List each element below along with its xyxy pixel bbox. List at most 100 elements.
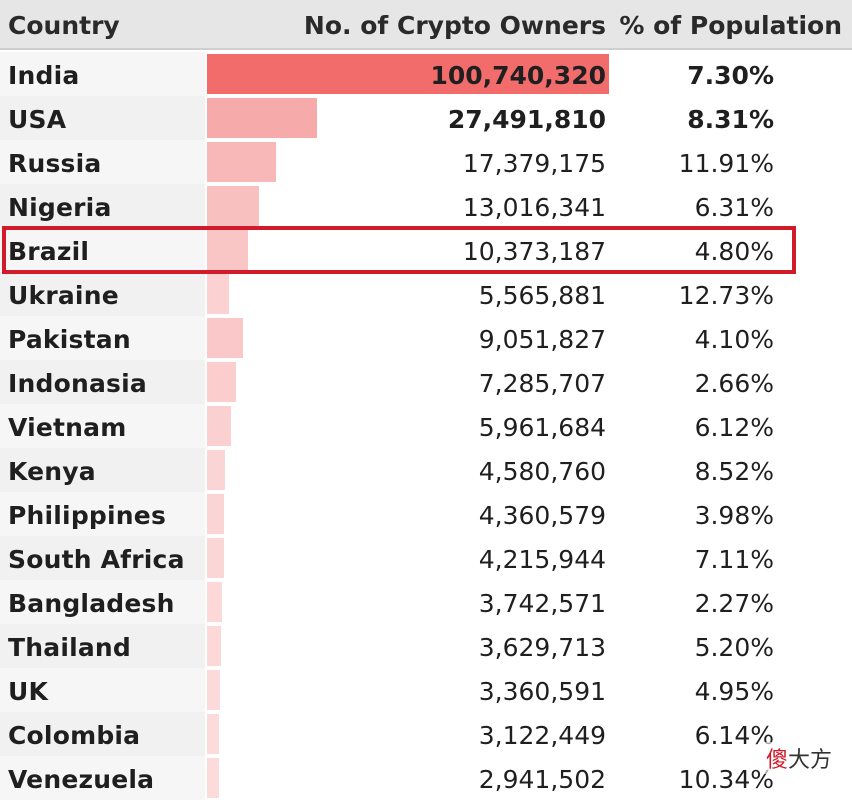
owners-cell: 2,941,502 [478,765,606,794]
owners-data-bar [207,714,219,754]
owners-cell: 7,285,707 [478,369,606,398]
percent-cell: 2.27% [694,589,774,618]
owners-cell: 5,961,684 [478,413,606,442]
owners-data-bar [207,538,224,578]
owners-cell: 100,740,320 [430,61,606,90]
percent-cell: 7.30% [687,61,774,90]
owners-data-bar [207,758,219,798]
country-cell-bg [0,580,205,624]
country-cell: India [8,61,80,90]
header-owners: No. of Crypto Owners [303,11,606,40]
owners-data-bar [207,494,224,534]
table-row: Indonasia 7,285,707 2.66% [0,360,852,404]
owners-cell: 10,373,187 [462,237,606,266]
country-cell: Ukraine [8,281,119,310]
country-cell-bg [0,492,205,536]
owners-data-bar [207,406,231,446]
owners-data-bar [207,450,225,490]
percent-cell: 6.31% [694,193,774,222]
percent-cell: 3.98% [694,501,774,530]
percent-cell: 6.14% [694,721,774,750]
country-cell-bg [0,96,205,140]
country-cell-bg [0,536,205,580]
country-cell: Nigeria [8,193,112,222]
country-cell: Kenya [8,457,96,486]
table-row: Colombia 3,122,449 6.14% [0,712,852,756]
owners-data-bar [207,230,248,270]
table-row: Philippines 4,360,579 3.98% [0,492,852,536]
table-row: Kenya 4,580,760 8.52% [0,448,852,492]
country-cell-bg [0,228,205,272]
country-cell-bg [0,316,205,360]
owners-cell: 27,491,810 [447,105,606,134]
country-cell-bg [0,184,205,228]
table-row: USA 27,491,810 8.31% [0,96,852,140]
percent-cell: 8.31% [687,105,774,134]
owners-cell: 3,629,713 [478,633,606,662]
country-cell-bg [0,140,205,184]
country-cell: Indonasia [8,369,147,398]
table-row: South Africa 4,215,944 7.11% [0,536,852,580]
country-cell: Venezuela [8,765,155,794]
percent-cell: 8.52% [694,457,774,486]
country-cell-bg [0,448,205,492]
owners-data-bar [207,626,221,666]
table-row: India 100,740,320 7.30% [0,52,852,96]
country-cell: UK [8,677,49,706]
country-cell: Philippines [8,501,167,530]
table-row: Bangladesh 3,742,571 2.27% [0,580,852,624]
owners-cell: 17,379,175 [462,149,606,178]
table-row: Ukraine 5,565,881 12.73% [0,272,852,316]
country-cell: Colombia [8,721,141,750]
owners-data-bar [207,582,222,622]
table-row: Pakistan 9,051,827 4.10% [0,316,852,360]
percent-cell: 11.91% [678,149,774,178]
country-cell-bg [0,272,205,316]
table-row: Nigeria 13,016,341 6.31% [0,184,852,228]
percent-cell: 5.20% [694,633,774,662]
country-cell: Bangladesh [8,589,175,618]
percent-cell: 2.66% [694,369,774,398]
header-percent: % of Population [619,11,842,40]
header-country: Country [8,11,120,40]
country-cell-bg [0,712,205,756]
owners-data-bar [207,362,236,402]
country-cell-bg [0,756,205,800]
owners-data-bar [207,54,609,94]
owners-data-bar [207,186,259,226]
owners-cell: 3,360,591 [478,677,606,706]
percent-cell: 10.34% [678,765,774,794]
watermark: 傻大方 [763,742,834,774]
owners-cell: 3,122,449 [478,721,606,750]
owners-data-bar [207,318,243,358]
percent-cell: 4.10% [694,325,774,354]
country-cell: USA [8,105,67,134]
table-row: Thailand 3,629,713 5.20% [0,624,852,668]
country-cell: Russia [8,149,102,178]
percent-cell: 6.12% [694,413,774,442]
owners-cell: 4,215,944 [478,545,606,574]
owners-cell: 4,580,760 [478,457,606,486]
country-cell-bg [0,52,205,96]
table-row: Vietnam 5,961,684 6.12% [0,404,852,448]
table-row: UK 3,360,591 4.95% [0,668,852,712]
table-row: Brazil 10,373,187 4.80% [0,228,852,272]
owners-data-bar [207,98,317,138]
owners-cell: 3,742,571 [478,589,606,618]
country-cell: Pakistan [8,325,131,354]
country-cell: Thailand [8,633,132,662]
country-cell: Vietnam [8,413,127,442]
percent-cell: 12.73% [678,281,774,310]
owners-cell: 4,360,579 [478,501,606,530]
country-cell-bg [0,360,205,404]
owners-cell: 13,016,341 [462,193,606,222]
country-cell-bg [0,624,205,668]
percent-cell: 4.95% [694,677,774,706]
table-header: Country No. of Crypto Owners % of Popula… [0,0,852,50]
country-cell: Brazil [8,237,90,266]
country-cell-bg [0,668,205,712]
country-cell: South Africa [8,545,185,574]
table-row: Russia 17,379,175 11.91% [0,140,852,184]
percent-cell: 4.80% [694,237,774,266]
